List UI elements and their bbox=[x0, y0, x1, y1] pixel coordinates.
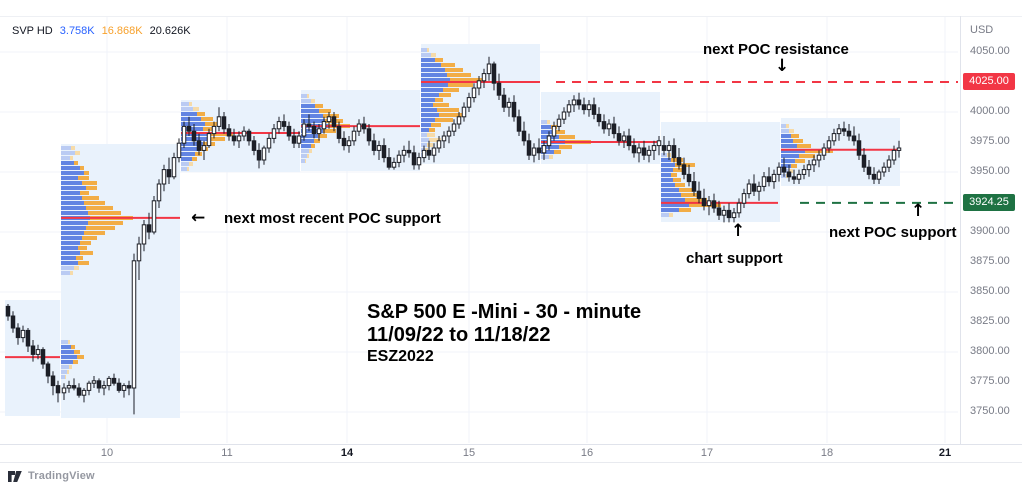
price-chart-canvas[interactable] bbox=[0, 0, 960, 444]
down-arrow-icon[interactable]: ↓ bbox=[775, 56, 790, 76]
time-axis-separator bbox=[0, 444, 1022, 445]
indicator-name: SVP HD bbox=[12, 25, 53, 37]
session-box bbox=[61, 144, 180, 418]
tradingview-logo-icon bbox=[8, 470, 22, 482]
title-line-contract: ESZ2022 bbox=[367, 348, 434, 365]
pane-top-border bbox=[0, 16, 1022, 17]
price-tick: 4000.00 bbox=[970, 105, 1010, 117]
price-axis-separator bbox=[960, 16, 961, 444]
tradingview-attribution[interactable]: TradingView bbox=[8, 466, 95, 486]
left-arrow-icon[interactable]: ← bbox=[191, 208, 206, 228]
time-tick: 16 bbox=[580, 447, 594, 459]
up-arrow-icon[interactable]: ↑ bbox=[731, 221, 746, 241]
indicator-value: 16.868K bbox=[101, 25, 143, 37]
annotation-next-poc-resistance[interactable]: next POC resistance bbox=[703, 41, 849, 58]
time-tick: 11 bbox=[221, 447, 233, 459]
title-line-instrument: S&P 500 E -Mini - 30 - minute bbox=[367, 301, 642, 323]
title-line-daterange: 11/09/22 to 11/18/22 bbox=[367, 324, 551, 346]
price-tick: 3900.00 bbox=[970, 225, 1010, 237]
annotation-next-most-recent-poc-support[interactable]: next most recent POC support bbox=[224, 210, 441, 227]
indicator-value: 3.758K bbox=[59, 25, 95, 37]
annotation-next-poc-support[interactable]: next POC support bbox=[829, 224, 957, 241]
price-tick: 3875.00 bbox=[970, 255, 1010, 267]
price-tick: 4050.00 bbox=[970, 45, 1010, 57]
price-tick: 3750.00 bbox=[970, 405, 1010, 417]
price-axis[interactable]: USD 4025.00 3924.25 4050.00 4000.00 3975.0… bbox=[961, 16, 1022, 444]
indicator-legend[interactable]: SVP HD 3.758K 16.868K 20.626K bbox=[12, 25, 198, 37]
indicator-values: 3.758K 16.868K 20.626K bbox=[60, 25, 198, 37]
time-tick: 17 bbox=[700, 447, 714, 459]
up-arrow-icon[interactable]: ↑ bbox=[911, 201, 926, 221]
footer-separator bbox=[0, 462, 1022, 463]
tradingview-brand-text: TradingView bbox=[28, 470, 95, 482]
annotation-chart-support[interactable]: chart support bbox=[686, 250, 783, 267]
time-axis[interactable]: 10 11 14 15 16 17 18 21 bbox=[0, 445, 960, 462]
time-tick: 10 bbox=[100, 447, 114, 459]
time-tick: 21 bbox=[938, 447, 952, 459]
price-badge-resistance: 4025.00 bbox=[963, 73, 1015, 90]
price-tick: 3850.00 bbox=[970, 285, 1010, 297]
indicator-value: 20.626K bbox=[149, 25, 191, 37]
time-tick: 14 bbox=[340, 447, 354, 459]
price-tick: 3950.00 bbox=[970, 165, 1010, 177]
price-tick: 3975.00 bbox=[970, 135, 1010, 147]
price-tick: 3825.00 bbox=[970, 315, 1010, 327]
time-tick: 15 bbox=[462, 447, 476, 459]
price-tick: 3800.00 bbox=[970, 345, 1010, 357]
price-badge-support: 3924.25 bbox=[963, 193, 1015, 211]
chart-title-annotation[interactable]: S&P 500 E -Mini - 30 - minute 11/09/22 t… bbox=[367, 301, 641, 367]
price-tick: 3775.00 bbox=[970, 375, 1010, 387]
time-tick: 18 bbox=[820, 447, 834, 459]
price-axis-unit: USD bbox=[970, 24, 994, 36]
